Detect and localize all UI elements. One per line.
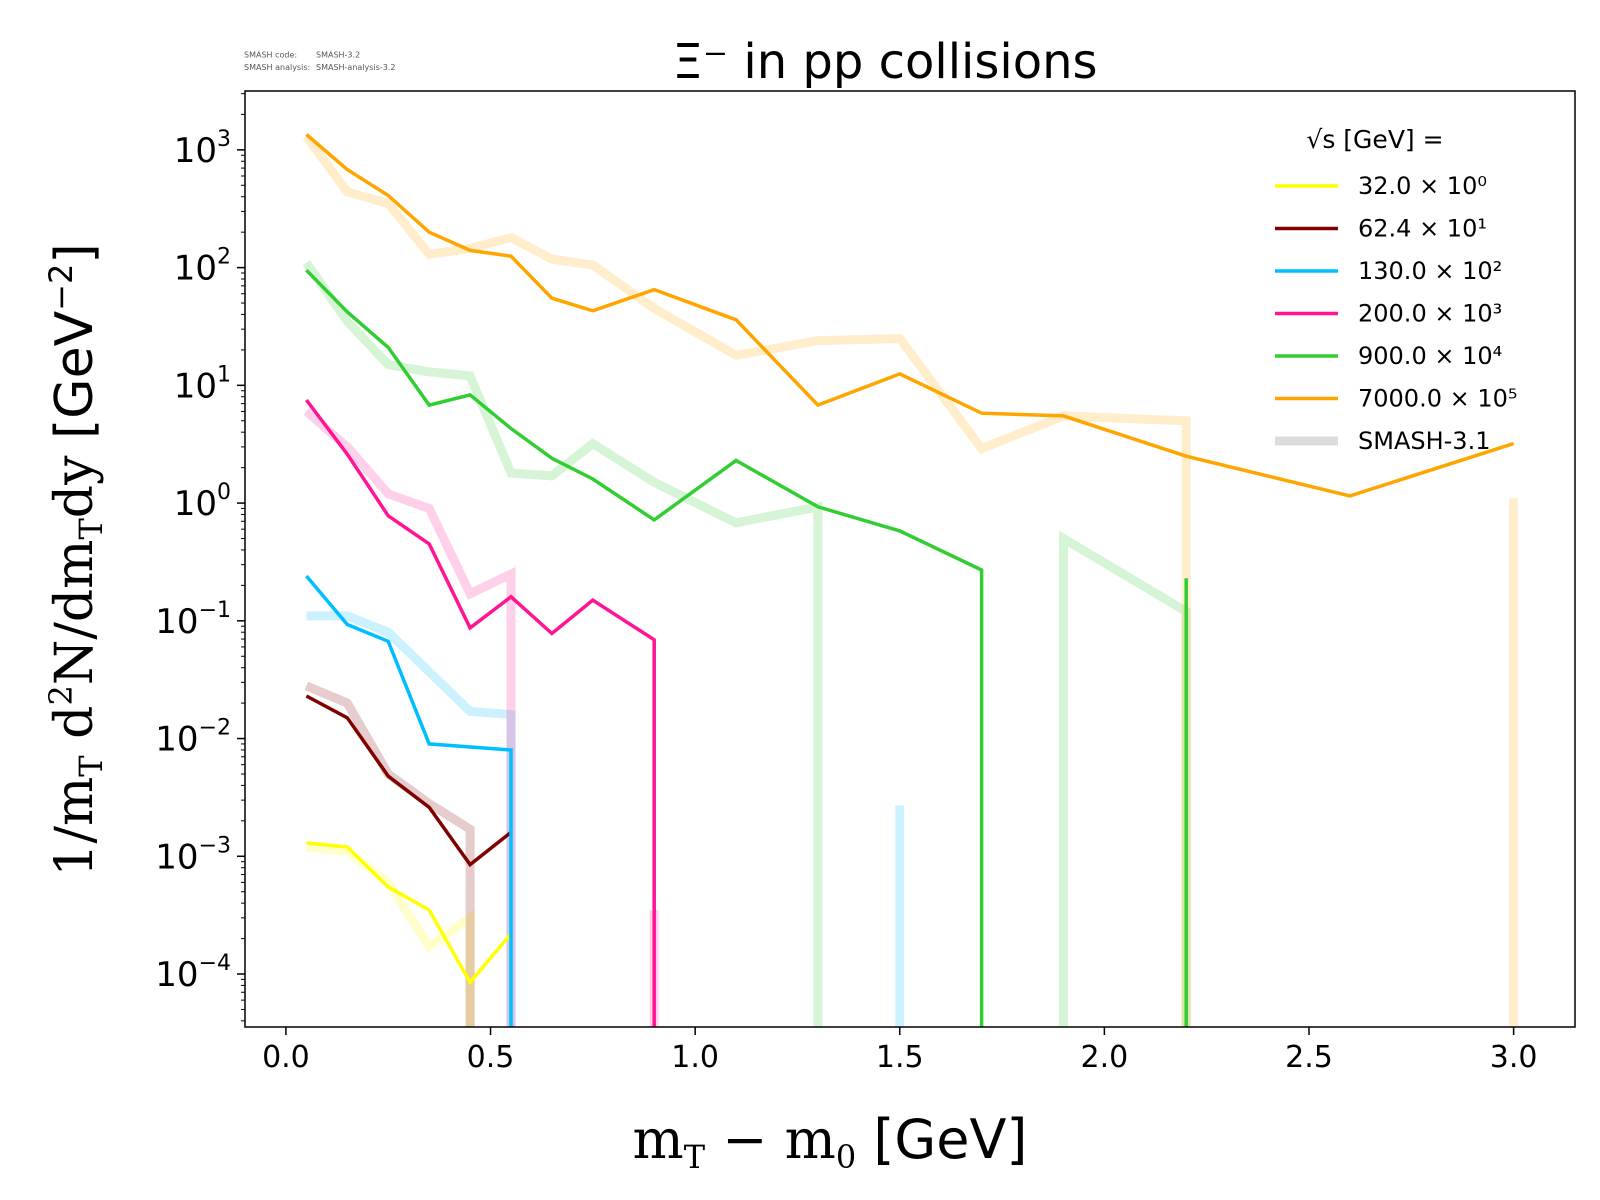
x-tick-label: 2.5	[1285, 1040, 1333, 1075]
plot-frame	[244, 90, 1576, 1028]
y-axis-label: 1/mT d2N/dmTdy [GeV−2]	[42, 243, 110, 876]
series-line-1	[305, 694, 513, 868]
x-tick-label: 1.5	[876, 1040, 924, 1075]
version-info: SMASH code: SMASH-3.2 SMASH analysis: SM…	[244, 51, 395, 73]
x-tick-label: 1.0	[671, 1040, 719, 1075]
legend: √s [GeV] = 32.0 × 10⁰ 62.4 × 10¹ 130.0 × 1…	[1275, 125, 1518, 455]
legend-label: 200.0 × 10³	[1358, 300, 1502, 328]
reference-line-2	[306, 611, 905, 1027]
y-tick-label: 10−2	[155, 716, 231, 760]
x-tick-label: 0.0	[262, 1040, 310, 1075]
legend-label: 7000.0 × 10⁵	[1358, 385, 1518, 413]
series-line-0	[306, 841, 513, 986]
chart-title: Ξ⁻ in pp collisions	[672, 34, 1097, 90]
y-tick-label: 102	[174, 245, 231, 289]
y-tick-label: 101	[174, 362, 231, 406]
y-tick-label: 103	[174, 127, 231, 171]
legend-title: √s [GeV] =	[1306, 125, 1443, 154]
x-tick-label: 2.0	[1081, 1040, 1129, 1075]
x-axis-ticks: 0.0 0.5 1.0 1.5 2.0 2.5 3.0	[262, 1027, 1537, 1075]
x-tick-label: 0.5	[467, 1040, 515, 1075]
y-tick-label: 100	[174, 480, 231, 524]
legend-label: 130.0 × 10²	[1358, 257, 1502, 285]
version-analysis-value: SMASH-analysis-3.2	[316, 63, 395, 72]
svg-text:1/mT d2N/dmTdy [GeV−2]: 1/mT d2N/dmTdy [GeV−2]	[42, 243, 110, 876]
reference-line-4	[302, 260, 1191, 1027]
version-code-label: SMASH code:	[244, 51, 297, 60]
y-tick-label: 10−3	[155, 833, 231, 877]
legend-label: 32.0 × 10⁰	[1358, 172, 1487, 200]
reference-line-3	[303, 408, 659, 1027]
x-axis-label: mT − m0 [GeV]	[632, 1108, 1027, 1176]
y-tick-label: 10−4	[155, 951, 231, 995]
x-tick-label: 3.0	[1490, 1040, 1538, 1075]
svg-text:mT − m0 [GeV]: mT − m0 [GeV]	[632, 1108, 1027, 1176]
legend-label: 900.0 × 10⁴	[1358, 342, 1502, 370]
version-code-value: SMASH-3.2	[316, 51, 360, 60]
reference-line-5	[302, 133, 1519, 1027]
legend-label: 62.4 × 10¹	[1358, 215, 1487, 243]
data-curves	[305, 133, 1515, 1027]
y-tick-label: 10−1	[155, 598, 231, 642]
series-line-2	[305, 574, 513, 1027]
version-analysis-label: SMASH analysis:	[244, 63, 310, 72]
y-axis-ticks: 10−4 10−3 10−2 10−1 100 101 102 103	[155, 93, 245, 1022]
reference-curves	[302, 133, 1519, 1027]
series-line-5	[305, 133, 1515, 498]
reference-line-1	[304, 681, 475, 1027]
reference-line-0	[305, 842, 475, 1027]
series-line-4	[305, 268, 1188, 1027]
series-line-3	[305, 398, 656, 1027]
legend-label-reference: SMASH-3.1	[1358, 427, 1490, 455]
